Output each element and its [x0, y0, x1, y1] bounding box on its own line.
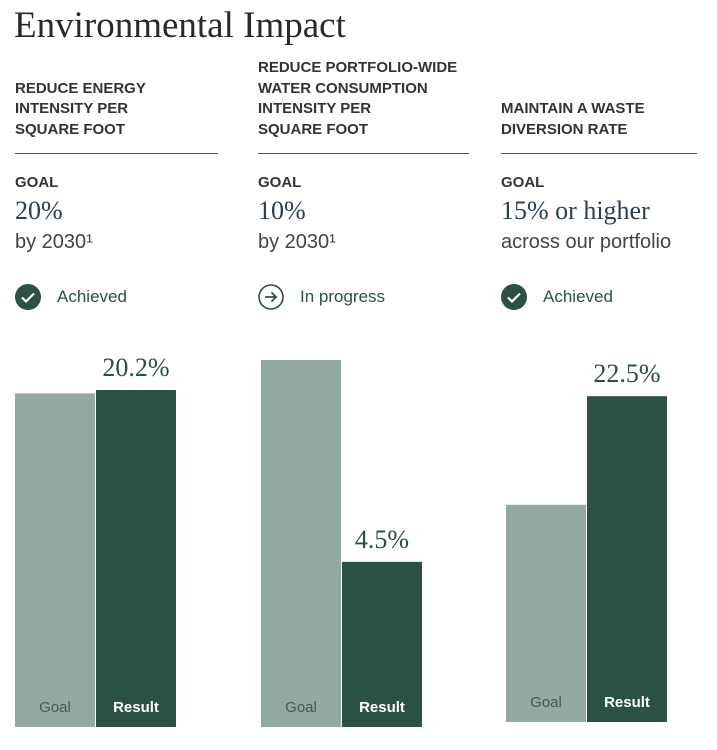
category-label: Goal	[39, 699, 71, 716]
value-label: 22.5%	[593, 359, 660, 388]
bar	[342, 561, 422, 727]
page-title: Environmental Impact	[14, 5, 346, 46]
value-label: 4.5%	[355, 525, 409, 554]
bar	[261, 360, 341, 727]
bar	[587, 396, 667, 722]
heading-line: WATER CONSUMPTION	[258, 79, 428, 97]
heading-line: REDUCE ENERGY	[15, 79, 146, 97]
panel-heading: REDUCE PORTFOLIO-WIDE WATER CONSUMPTION IN…	[258, 58, 469, 140]
status-icon	[501, 284, 527, 310]
panel-heading: MAINTAIN A WASTE DIVERSION RATE	[501, 58, 697, 140]
status-icon	[258, 284, 284, 310]
bar	[506, 504, 586, 722]
divider	[15, 153, 218, 154]
status-text: In progress	[300, 287, 386, 306]
category-label: Result	[604, 694, 650, 711]
goal-label: GOAL	[15, 174, 59, 191]
status-text: Achieved	[543, 287, 613, 306]
status: Achieved	[15, 284, 127, 310]
value-label: 20.2%	[102, 353, 169, 382]
status-text: Achieved	[57, 287, 127, 306]
goal-detail: across our portfolio	[501, 231, 672, 253]
heading-line: SQUARE FOOT	[15, 120, 126, 138]
divider	[258, 153, 469, 154]
panel-heading: REDUCE ENERGY INTENSITY PER SQUARE FOOT	[15, 58, 218, 140]
category-label: Result	[359, 699, 405, 716]
heading-line: INTENSITY PER	[15, 100, 129, 117]
category-label: Goal	[530, 694, 562, 711]
heading-line: SQUARE FOOT	[258, 120, 369, 138]
divider	[501, 153, 697, 154]
heading-line: INTENSITY PER	[258, 100, 372, 117]
bar	[15, 393, 95, 727]
heading-line: MAINTAIN A WASTE	[501, 100, 645, 117]
goal-value: 20%	[15, 196, 63, 225]
category-label: Goal	[285, 699, 317, 716]
status: In progress	[258, 284, 385, 310]
goal-detail: by 2030¹	[258, 231, 336, 253]
heading-line: REDUCE PORTFOLIO-WIDE	[258, 59, 458, 76]
heading-line: DIVERSION RATE	[501, 120, 628, 138]
goal-value: 10%	[258, 196, 306, 225]
status-icon	[15, 284, 41, 310]
category-label: Result	[113, 699, 159, 716]
goal-detail: by 2030¹	[15, 231, 93, 253]
goal-value: 15% or higher	[501, 196, 650, 225]
goal-label: GOAL	[501, 174, 545, 191]
status: Achieved	[501, 284, 613, 310]
goal-label: GOAL	[258, 174, 302, 191]
bar	[96, 390, 176, 727]
